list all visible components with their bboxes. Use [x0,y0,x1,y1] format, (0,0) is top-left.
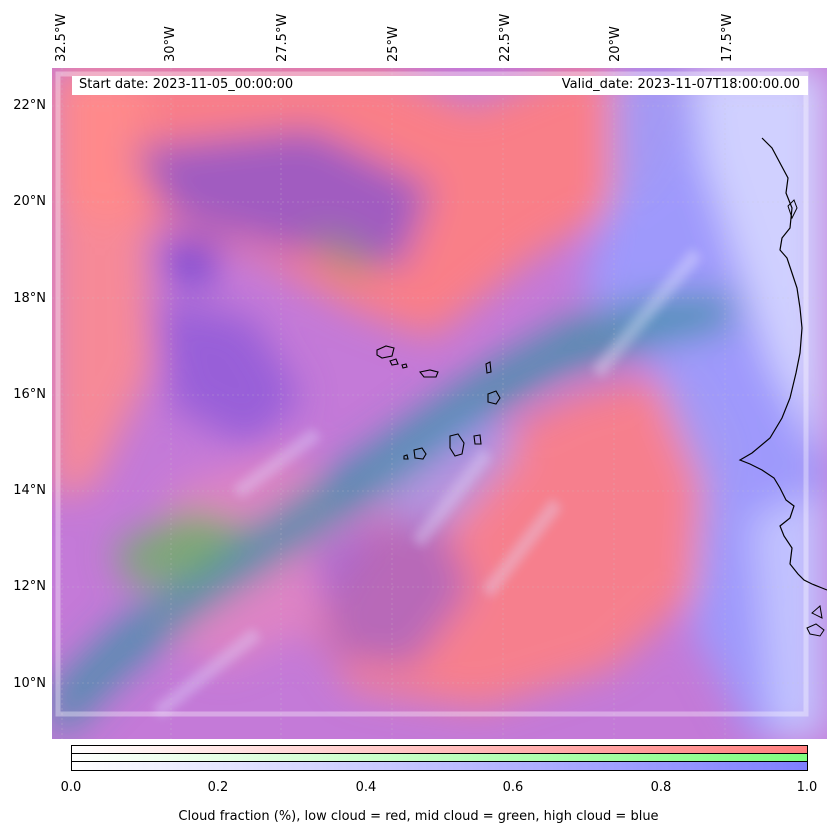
colorbar-high-cloud [71,761,808,771]
cloud-streaks [152,248,702,718]
domain-edge [55,71,809,717]
date-header: Start date: 2023-11-05_00:00:00 Valid_da… [72,76,808,95]
colorbar-tick-0-2: 0.2 [207,780,229,795]
colorbar-label: Cloud fraction (%), low cloud = red, mid… [178,809,659,824]
island-fogo [413,447,427,460]
lon-label-22-5w: 22.5°W [498,13,513,62]
colorbar-tick-1-0: 1.0 [796,780,818,795]
island-sao-vicente [389,358,399,366]
graticule [52,68,827,739]
island-santa-luzia [401,363,408,369]
coast-detail [811,605,823,619]
lon-label-30w: 30°W [163,26,178,62]
colorbar-mid-cloud [71,753,808,762]
lon-label-32-5w: 32.5°W [54,13,69,62]
bissagos-islands [806,623,825,637]
lat-label-10n: 10°N [13,676,46,691]
lon-label-17-5w: 17.5°W [720,13,735,62]
colorbar-tick-0-4: 0.4 [355,780,377,795]
coastline-west-africa [738,137,827,591]
colorbar-tick-0-6: 0.6 [502,780,524,795]
lat-label-14n: 14°N [13,483,46,498]
lat-label-20n: 20°N [13,194,46,209]
lat-label-18n: 18°N [13,291,46,306]
colorbar-tick-0-8: 0.8 [650,780,672,795]
island-sal [485,361,492,374]
island-sao-nicolau [419,369,439,378]
coast-detail [787,199,798,220]
lat-label-12n: 12°N [13,579,46,594]
lat-label-16n: 16°N [13,387,46,402]
colorbar-tick-0: 0.0 [60,780,82,795]
island-maio [473,434,482,445]
map-canvas [52,68,827,739]
lon-label-27-5w: 27.5°W [275,13,290,62]
island-brava [403,454,409,460]
cloud-fraction-map [52,68,827,739]
cape-verde-islands [376,345,501,460]
island-santiago [449,433,465,457]
lon-label-25w: 25°W [386,26,401,62]
valid-date: Valid_date: 2023-11-07T18:00:00.00 [561,77,800,92]
island-santo-antao [376,345,395,359]
start-date: Start date: 2023-11-05_00:00:00 [79,77,294,92]
colorbar-low-cloud [71,745,808,754]
lat-label-22n: 22°N [13,98,46,113]
lon-label-20w: 20°W [608,26,623,62]
island-boa-vista [487,390,501,405]
colorbar [71,745,808,771]
cloud-field [52,68,827,739]
